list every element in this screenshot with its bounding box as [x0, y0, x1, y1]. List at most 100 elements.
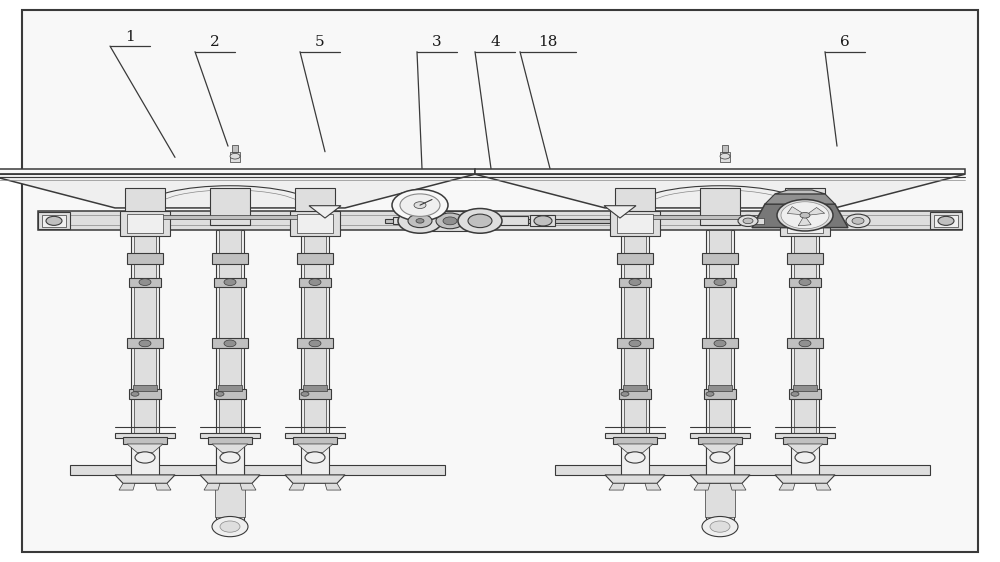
Bar — [210, 188, 250, 225]
Bar — [299, 389, 331, 399]
Polygon shape — [475, 169, 965, 174]
Polygon shape — [297, 444, 333, 452]
Circle shape — [738, 215, 758, 226]
Text: 4: 4 — [490, 35, 500, 49]
Circle shape — [777, 200, 833, 231]
Circle shape — [309, 340, 321, 347]
Circle shape — [791, 392, 799, 396]
Circle shape — [799, 340, 811, 347]
Bar — [304, 230, 326, 438]
Bar — [301, 438, 329, 475]
Circle shape — [46, 216, 62, 225]
Bar — [720, 152, 730, 162]
Bar — [621, 230, 649, 438]
Circle shape — [710, 452, 730, 463]
Polygon shape — [115, 475, 175, 483]
Circle shape — [800, 212, 810, 218]
Bar — [216, 230, 244, 438]
Bar — [123, 437, 167, 444]
Bar — [785, 188, 825, 225]
Bar — [775, 433, 835, 438]
Circle shape — [400, 194, 440, 216]
Bar — [617, 338, 653, 348]
Polygon shape — [787, 444, 823, 452]
Circle shape — [139, 340, 151, 347]
Circle shape — [799, 279, 811, 285]
Bar — [216, 436, 244, 523]
Polygon shape — [309, 206, 341, 218]
Circle shape — [468, 214, 492, 228]
Bar — [605, 433, 665, 438]
Bar — [617, 214, 653, 233]
Bar — [465, 215, 483, 226]
Circle shape — [781, 202, 829, 229]
Bar — [297, 253, 333, 264]
Polygon shape — [752, 204, 848, 228]
Bar — [215, 475, 245, 517]
Circle shape — [443, 217, 457, 225]
Bar — [393, 217, 421, 224]
Circle shape — [220, 521, 240, 532]
Bar — [702, 253, 738, 264]
Circle shape — [720, 153, 730, 159]
Bar — [134, 230, 156, 438]
Bar — [704, 278, 736, 287]
Bar — [125, 188, 165, 225]
Polygon shape — [240, 483, 256, 490]
Bar — [133, 385, 157, 391]
Circle shape — [216, 392, 224, 396]
Text: 18: 18 — [538, 35, 558, 49]
Polygon shape — [0, 174, 475, 208]
Polygon shape — [475, 174, 965, 208]
Bar — [130, 215, 330, 219]
Bar — [38, 211, 962, 230]
Bar — [131, 438, 159, 475]
Bar — [610, 211, 660, 236]
Circle shape — [230, 153, 240, 159]
Polygon shape — [127, 444, 163, 452]
Bar — [230, 152, 240, 162]
Polygon shape — [0, 169, 475, 174]
Circle shape — [414, 202, 426, 209]
Circle shape — [436, 213, 464, 229]
Bar — [290, 211, 340, 236]
Bar — [619, 389, 651, 399]
Text: 3: 3 — [432, 35, 442, 49]
Bar — [297, 214, 333, 233]
Circle shape — [224, 340, 236, 347]
Text: 1: 1 — [125, 30, 135, 43]
Polygon shape — [645, 483, 661, 490]
Circle shape — [392, 189, 448, 221]
Bar — [613, 437, 657, 444]
Bar — [690, 433, 750, 438]
Circle shape — [710, 521, 730, 532]
Polygon shape — [285, 475, 345, 483]
Polygon shape — [765, 194, 835, 204]
Circle shape — [743, 218, 753, 224]
Bar — [430, 211, 470, 231]
Bar — [698, 437, 742, 444]
Polygon shape — [617, 444, 653, 452]
Bar — [787, 253, 823, 264]
Circle shape — [305, 452, 325, 463]
Bar — [295, 188, 335, 225]
Bar — [120, 211, 170, 236]
Bar — [705, 475, 735, 517]
Bar — [706, 230, 734, 438]
Bar — [619, 278, 651, 287]
Bar — [704, 389, 736, 399]
Bar — [200, 433, 260, 438]
Bar — [794, 230, 816, 438]
Bar — [752, 218, 764, 224]
Bar — [127, 338, 163, 348]
Circle shape — [629, 340, 641, 347]
Polygon shape — [787, 207, 804, 215]
Bar — [780, 211, 830, 236]
Polygon shape — [155, 483, 171, 490]
Polygon shape — [694, 483, 710, 490]
Bar — [624, 230, 646, 438]
Bar — [700, 188, 740, 225]
Circle shape — [220, 452, 240, 463]
Polygon shape — [212, 444, 248, 452]
Polygon shape — [702, 444, 738, 452]
